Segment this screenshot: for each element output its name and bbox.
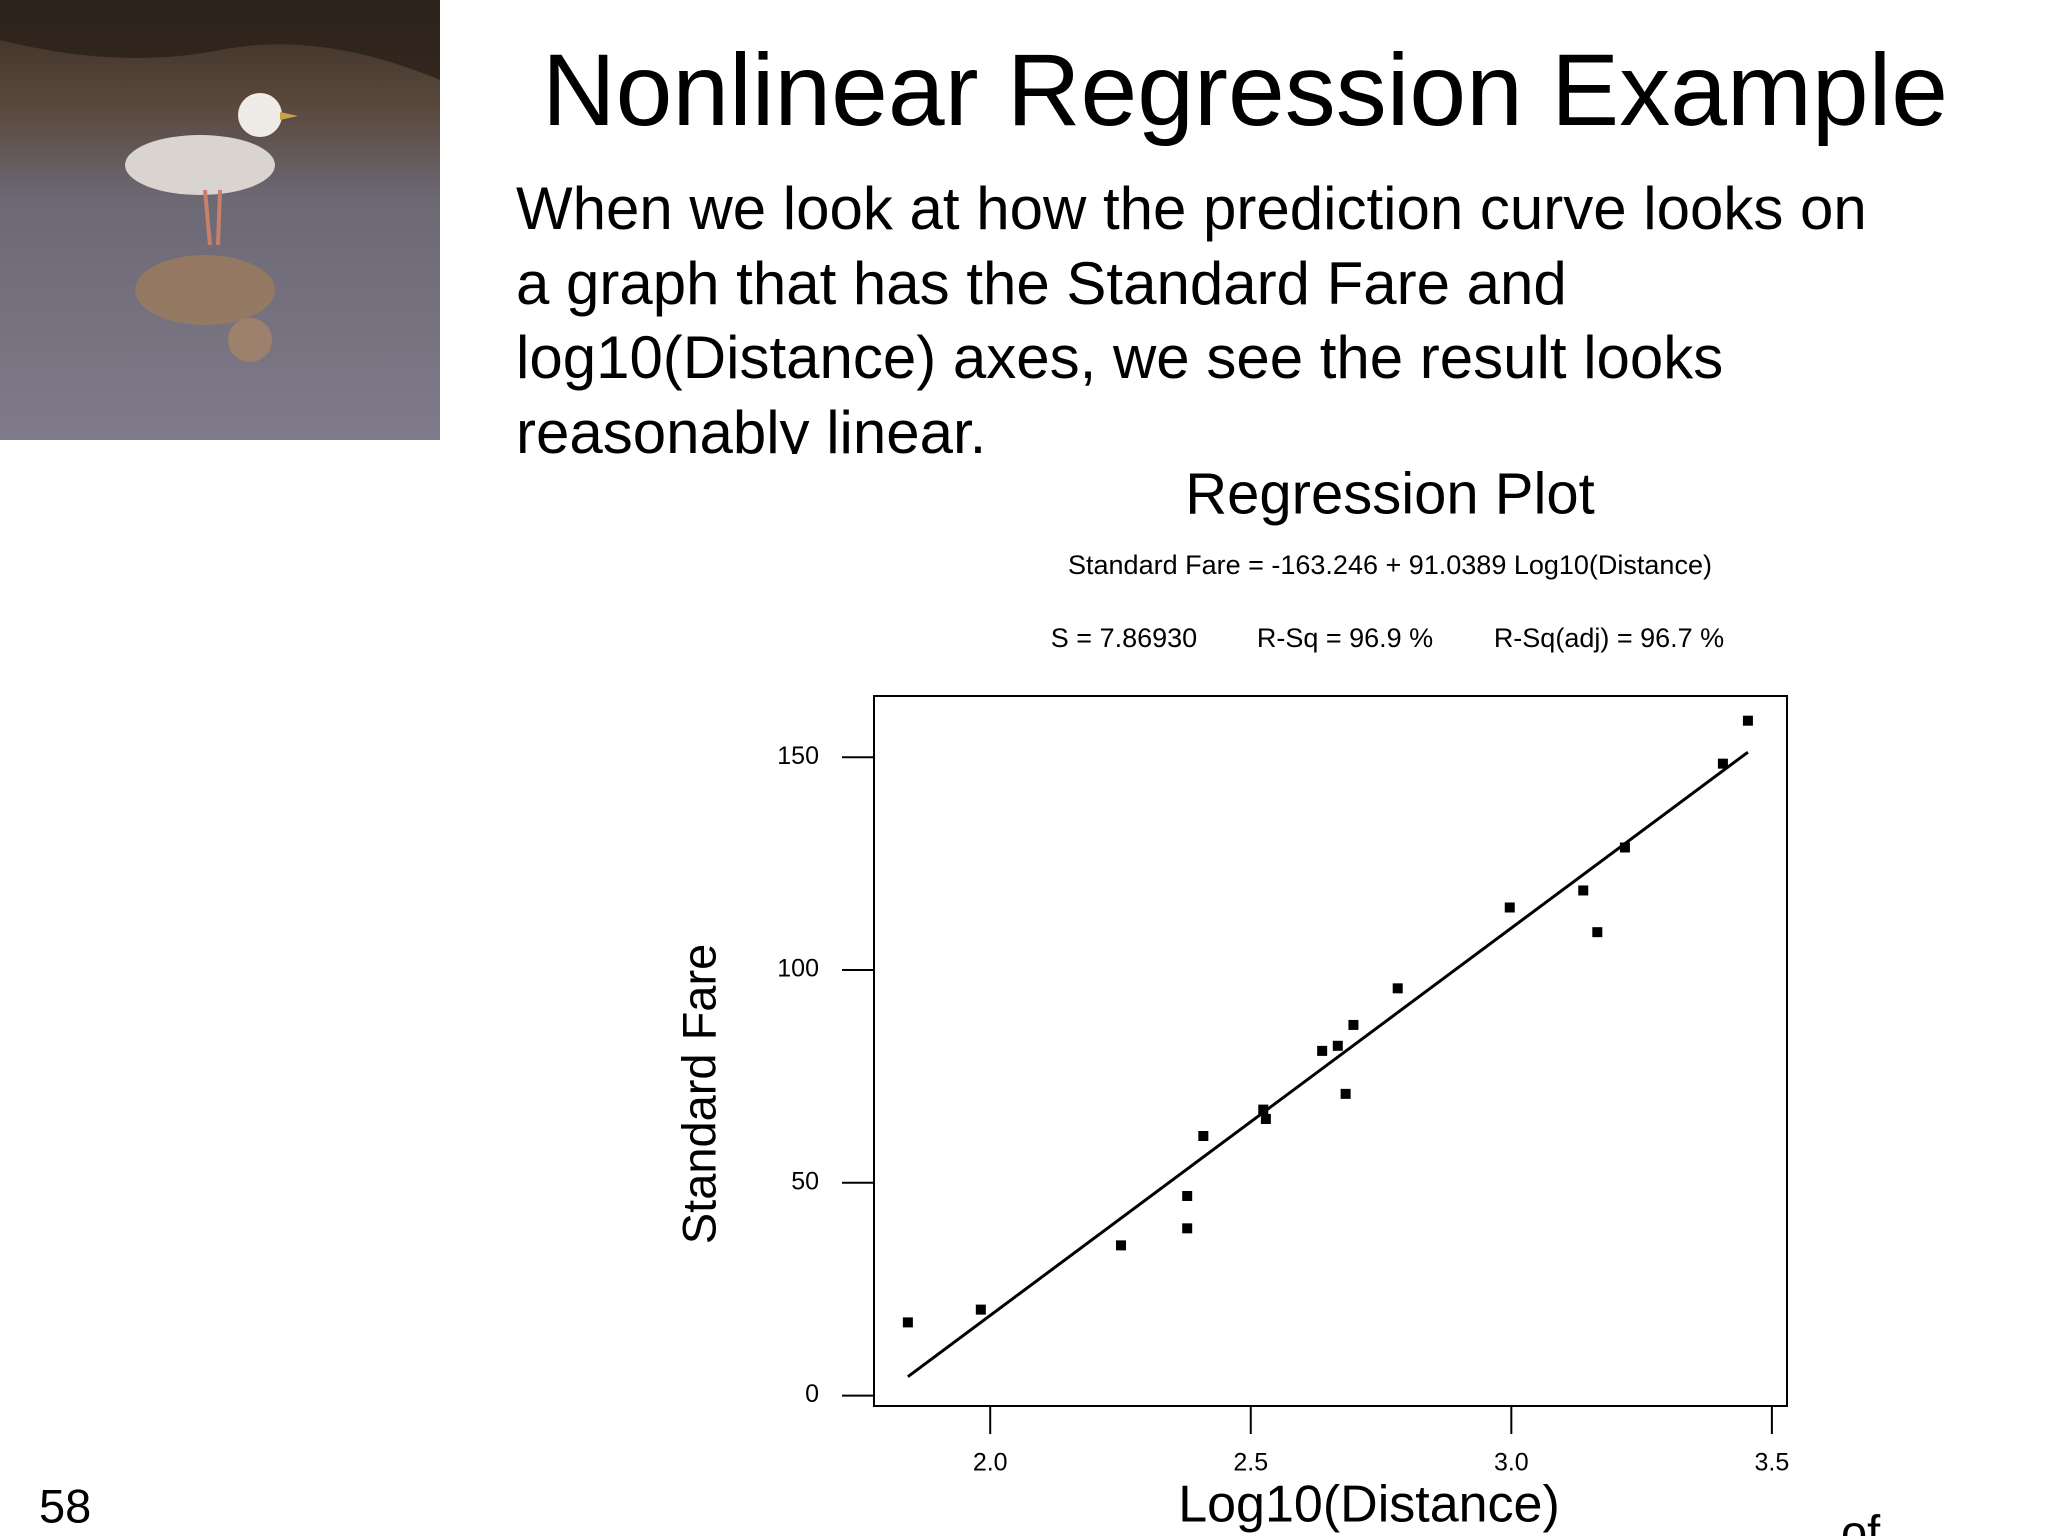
- data-point: [1340, 1088, 1351, 1099]
- data-point: [1260, 1113, 1271, 1124]
- data-point: [1717, 758, 1728, 769]
- data-point: [1619, 842, 1630, 853]
- y-tick-label: 0: [805, 1380, 819, 1408]
- data-point: [1392, 983, 1403, 994]
- data-point: [1504, 902, 1515, 913]
- data-point: [1317, 1045, 1328, 1056]
- body-line: a graph that has the Standard Fare and: [516, 249, 1567, 317]
- slide-body: When we look at how the prediction curve…: [516, 172, 2016, 454]
- body-line: When we look at how the prediction curve…: [516, 175, 1867, 242]
- data-point: [1348, 1019, 1359, 1030]
- data-point: [1332, 1040, 1343, 1051]
- chart-subtitle: Standard Fare = -163.246 + 91.0389 Log10…: [1068, 550, 1712, 580]
- x-tick-label: 2.5: [1233, 1449, 1268, 1477]
- data-point: [1182, 1191, 1193, 1201]
- data-point: [1742, 715, 1753, 726]
- stat: R-Sq(adj) = 96.7 %: [1494, 623, 1724, 653]
- page-number: 58: [39, 1479, 91, 1532]
- x-tick-label: 2.0: [973, 1449, 1008, 1477]
- stat: S = 7.86930: [1051, 623, 1197, 653]
- data-point: [1592, 927, 1603, 938]
- y-tick-label: 150: [777, 742, 819, 770]
- x-tick-label: 3.5: [1755, 1449, 1790, 1477]
- body-line: reasonably linear.: [516, 398, 987, 455]
- seagull-photo: [0, 0, 440, 440]
- x-tick-label: 3.0: [1494, 1449, 1529, 1477]
- stat: R-Sq = 96.9 %: [1257, 623, 1433, 653]
- data-point: [1258, 1104, 1269, 1115]
- y-tick-label: 100: [777, 955, 819, 983]
- footer-fragment: of: [1841, 1505, 1881, 1536]
- body-line: log10(Distance) axes, we see the result …: [516, 324, 1724, 391]
- chart-title: Regression Plot: [1185, 461, 1594, 526]
- x-axis-label: Log10(Distance): [1178, 1476, 1560, 1534]
- fit-line: [906, 750, 1749, 1378]
- data-point: [975, 1304, 986, 1315]
- data-point: [1182, 1223, 1193, 1234]
- data-point: [1116, 1240, 1127, 1251]
- y-tick-label: 50: [791, 1167, 819, 1195]
- data-point: [1198, 1131, 1209, 1141]
- data-point: [1578, 885, 1589, 896]
- data-point: [902, 1317, 913, 1328]
- plot-frame: [873, 695, 1788, 1407]
- slide-title: Nonlinear Regression Example: [541, 33, 1949, 147]
- y-axis-label: Standard Fare: [672, 944, 725, 1244]
